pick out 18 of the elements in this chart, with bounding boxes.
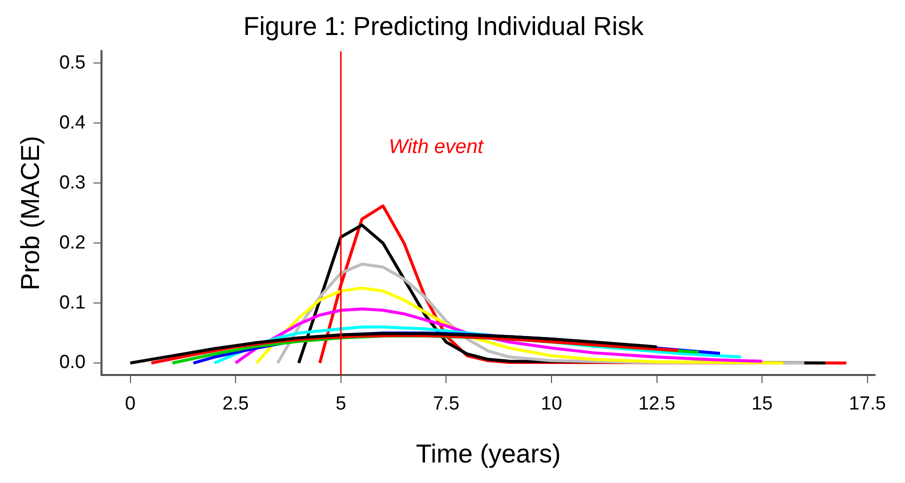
- x-tick-label: 5: [336, 394, 346, 415]
- y-tick-label: 0.3: [59, 172, 86, 194]
- x-tick-label: 0: [124, 394, 136, 415]
- x-tick-label: 15: [752, 394, 773, 415]
- y-tick-label: 0.5: [59, 52, 86, 74]
- chart-title: Figure 1: Predicting Individual Risk: [243, 10, 645, 41]
- x-tick-label: 17.5: [848, 394, 886, 415]
- x-tick-label: 10: [540, 394, 562, 415]
- y-tick-label: 0.1: [59, 292, 86, 314]
- x-tick-label: 12.5: [638, 394, 676, 415]
- y-axis-title: Prob (MACE): [14, 136, 45, 290]
- x-axis-title: Time (years): [416, 438, 561, 469]
- ref-line-label: With event: [388, 136, 485, 158]
- x-tick-label: 2.5: [222, 394, 249, 415]
- y-tick-label: 0.2: [59, 232, 86, 254]
- y-tick-label: 0.4: [59, 112, 86, 134]
- y-tick-label: 0.0: [59, 352, 86, 374]
- x-tick-label: 7.5: [432, 394, 460, 415]
